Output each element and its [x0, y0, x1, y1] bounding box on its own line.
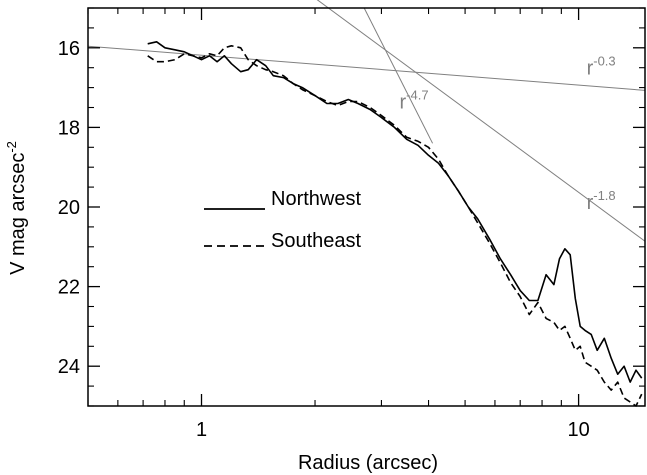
- x-tick-label: 1: [196, 419, 207, 441]
- data-series: [147, 41, 643, 407]
- fit-label-base: r: [587, 192, 594, 214]
- fit-label-base: r: [587, 57, 594, 79]
- fit-label-base: r: [400, 92, 407, 114]
- fit-label-exponent: -4.7: [406, 88, 428, 103]
- fit-label-2: r-1.8: [587, 188, 616, 214]
- legend-label-southeast: Southeast: [271, 230, 362, 252]
- y-tick-label: 20: [58, 197, 80, 219]
- tick-labels: 1 10 16 18 20 22 24: [58, 38, 590, 441]
- plot-frame: [87, 7, 646, 407]
- fit-label-1: r-4.7: [400, 88, 429, 114]
- fit-line-1: [363, 7, 434, 144]
- y-tick-label: 24: [58, 356, 80, 378]
- y-axis-title: V mag arcsec-2: [4, 141, 29, 275]
- series-northwest-line: [147, 41, 643, 383]
- legend: Northwest Southeast: [204, 188, 362, 252]
- fit-label-exponent: -1.8: [593, 188, 615, 203]
- fit-lines: [87, 0, 646, 242]
- legend-label-northwest: Northwest: [271, 188, 361, 210]
- fit-line-0: [87, 45, 646, 91]
- fit-labels: r-0.3r-4.7r-1.8: [400, 53, 616, 214]
- y-tick-label: 18: [58, 117, 80, 139]
- y-axis-title-main: V mag arcsec: [7, 153, 29, 275]
- series-southeast-line: [147, 45, 643, 407]
- y-axis-title-exponent: -2: [4, 141, 19, 153]
- fit-line-2: [316, 0, 646, 242]
- y-tick-label: 22: [58, 277, 80, 299]
- x-tick-label: 10: [567, 419, 589, 441]
- fit-label-exponent: -0.3: [593, 53, 615, 68]
- x-axis-title: Radius (arcsec): [298, 452, 438, 474]
- fit-label-0: r-0.3: [587, 53, 616, 79]
- y-tick-label: 16: [58, 38, 80, 60]
